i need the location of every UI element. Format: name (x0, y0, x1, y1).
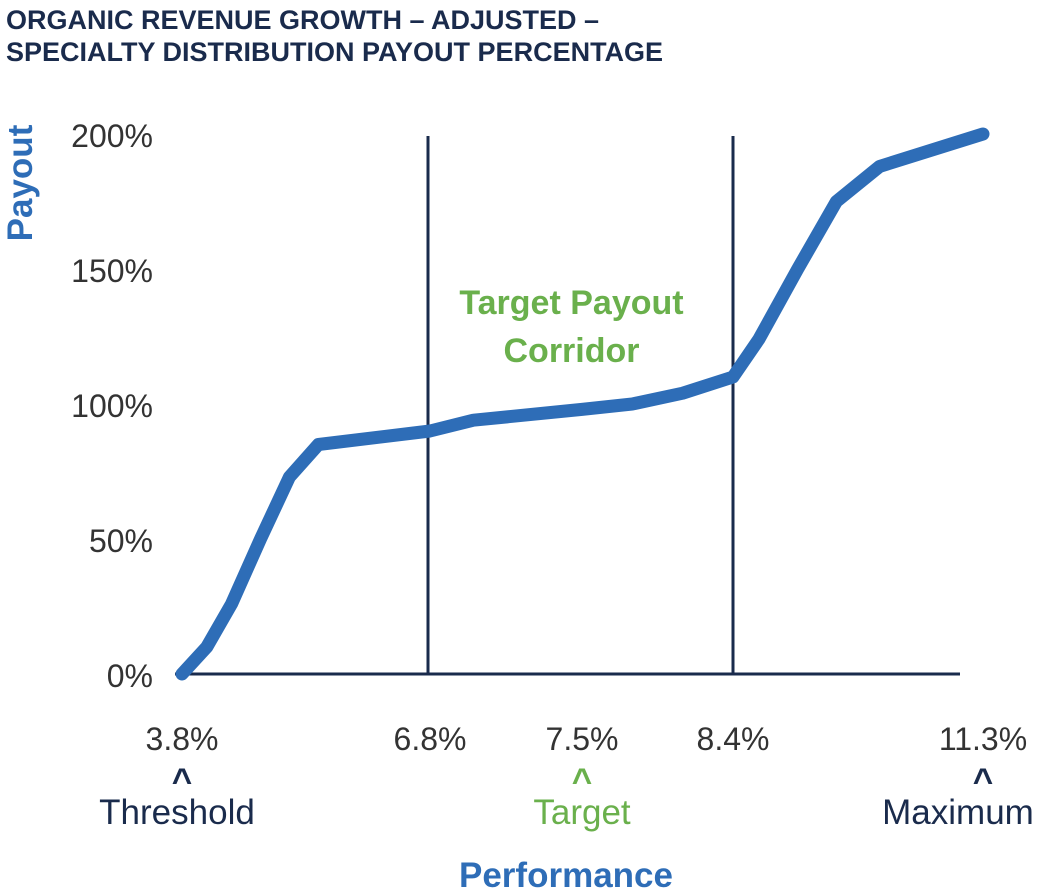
chart-title-line-1: ORGANIC REVENUE GROWTH – ADJUSTED – (6, 5, 600, 35)
x-marker-label: 3.8% (146, 721, 219, 757)
corridor-label-line-1: Target Payout (459, 284, 683, 322)
x-marker-label: 7.5% (546, 721, 619, 757)
milestone-caret-icon: ^ (973, 762, 993, 801)
y-tick-label: 50% (89, 523, 153, 559)
corridor-layer: Target Payout Corridor (426, 136, 735, 674)
milestone-label-threshold: Threshold (99, 793, 255, 832)
x-marker-label: 11.3% (939, 721, 1027, 757)
x-marker-label: 6.8% (394, 721, 467, 757)
y-axis-title: Payout (1, 124, 40, 241)
corridor-label-line-2: Corridor (504, 332, 640, 370)
x-marker-label: 8.4% (697, 721, 770, 757)
milestone-label-target: Target (533, 793, 631, 832)
y-tick-label: 100% (71, 388, 153, 424)
y-tick-labels: 0% 50% 100% 150% 200% (71, 118, 153, 694)
x-marker-labels: 3.8% 6.8% 7.5% 8.4% 11.3% (146, 721, 1028, 757)
y-tick-label: 0% (107, 658, 153, 694)
y-tick-label: 200% (71, 118, 153, 154)
y-tick-label: 150% (71, 253, 153, 289)
chart-title-line-2: SPECIALTY DISTRIBUTION PAYOUT PERCENTAGE (6, 37, 664, 67)
milestone-labels: ^Threshold^Target^Maximum (99, 762, 1034, 832)
payout-series-line-0 (175, 127, 990, 681)
series-layer (175, 127, 990, 681)
milestone-caret-icon: ^ (172, 762, 192, 801)
x-axis-title: Performance (459, 856, 673, 895)
axis-titles: Performance Payout (1, 124, 673, 895)
milestone-caret-icon: ^ (572, 762, 592, 801)
milestone-label-maximum: Maximum (882, 793, 1034, 832)
